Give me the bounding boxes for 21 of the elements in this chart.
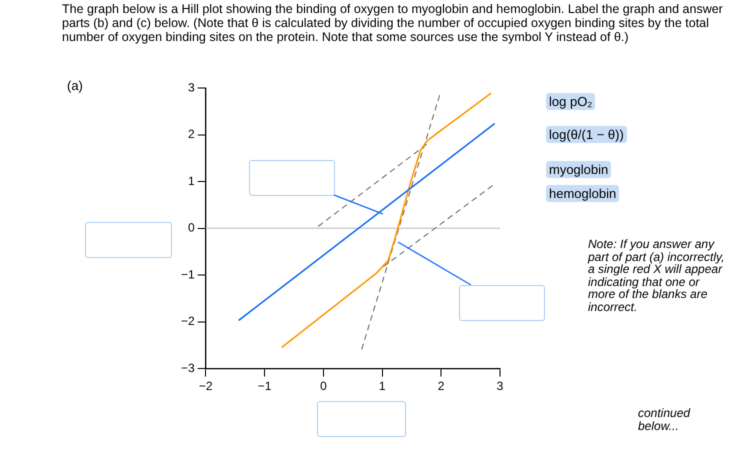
x-tick-label: −2	[198, 379, 213, 394]
y-tick-label: −2	[180, 314, 195, 328]
text: Note: If you answer any part of part (a) incorrectly, a single red X will appear indicating that one or more of the blanks are incorrect.	[588, 237, 726, 314]
y-tick-label: 3	[188, 80, 195, 94]
y-tick-label: 2	[188, 127, 195, 142]
text: myoglobin	[546, 161, 612, 178]
y-tick-label: 1	[188, 174, 195, 188]
text: log pO₂	[546, 93, 596, 110]
text: (a)	[67, 78, 83, 93]
y-tick-label: −1	[180, 267, 195, 282]
x-tick-label: 2	[438, 379, 445, 394]
chart-title: The graph below is a Hill plot showing the binding of oxygen to myoglobin and hemoglobin. Label the graph and answer parts (b) and (c) below. (Note that θ is calculated by dividing the number of occupied oxygen binding sites by the total number of oxygen binding sites on the protein. Note that some sources use the symbol Y instead of θ.)	[62, 2, 724, 44]
text: hemoglobin	[546, 185, 620, 202]
y-tick-label: −3	[180, 360, 195, 375]
x-tick-label: 0	[320, 379, 328, 394]
x-tick-label: 1	[378, 379, 386, 394]
text: continued below...	[638, 406, 692, 432]
y-tick-label: 0	[188, 220, 195, 235]
x-tick-label: −1	[258, 379, 272, 394]
text: log(θ/(1 − θ))	[546, 126, 627, 143]
x-tick-label: 3	[496, 379, 504, 394]
